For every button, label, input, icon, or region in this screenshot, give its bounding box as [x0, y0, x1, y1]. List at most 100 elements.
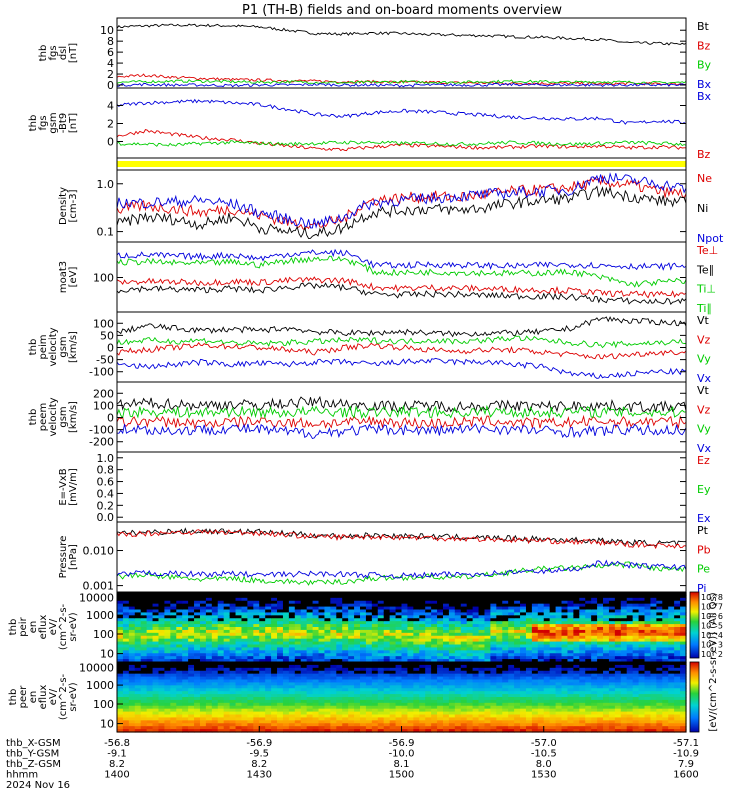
spectrogram-cell — [247, 650, 254, 654]
spectrogram-cell — [597, 653, 604, 657]
spectrogram-cell — [466, 688, 474, 692]
spectrogram-cell — [134, 609, 142, 614]
spectrogram-cell — [419, 676, 426, 681]
spectrogram-cell — [448, 685, 456, 689]
spectrogram-cell — [614, 650, 622, 654]
spectrogram-cell — [579, 711, 586, 716]
spectrogram-cell — [448, 729, 456, 733]
spectrogram-cell — [259, 717, 266, 721]
spectrogram-cell — [312, 667, 320, 672]
spectrogram-cell — [472, 609, 480, 614]
spectrogram-cell — [597, 592, 604, 596]
spectrogram-cell — [662, 688, 669, 692]
spectrogram-cell — [365, 697, 373, 701]
spectrogram-cell — [158, 653, 166, 657]
spectrogram-cell — [371, 711, 379, 716]
spectrogram-cell — [614, 685, 622, 689]
spectrogram-cell — [668, 670, 675, 675]
spectrogram-cell — [117, 641, 124, 646]
spectrogram-cell — [365, 673, 373, 678]
spectrogram-cell — [229, 714, 237, 719]
spectrogram-cell — [229, 699, 237, 704]
spectrogram-cell — [265, 676, 272, 681]
spectrogram-cell — [431, 711, 438, 716]
spectrogram-cell — [531, 606, 539, 611]
spectrogram-cell — [371, 629, 379, 634]
spectrogram-cell — [549, 609, 557, 614]
spectrogram-cell — [644, 726, 652, 730]
spectrogram-cell — [549, 717, 557, 721]
spectrogram-cell — [134, 600, 142, 605]
spectrogram-cell — [668, 592, 675, 596]
spectrogram-cell — [573, 603, 580, 608]
spectrogram-cell — [199, 647, 207, 651]
spectrogram-cell — [454, 723, 462, 727]
spectrogram-cell — [543, 720, 551, 724]
spectrogram-cell — [454, 662, 462, 666]
spectrogram-cell — [223, 632, 231, 637]
spectrogram-cell — [543, 650, 551, 654]
spectrogram-cell — [478, 720, 486, 724]
spectrogram-cell — [336, 694, 343, 698]
spectrogram-cell — [419, 594, 426, 599]
spectrogram-cell — [668, 594, 675, 599]
spectrogram-cell — [543, 627, 551, 631]
spectrogram-cell — [188, 609, 195, 614]
spectrogram-cell — [211, 641, 219, 646]
spectrogram-cell — [229, 697, 237, 701]
spectrogram-cell — [573, 592, 580, 596]
spectrogram-cell — [164, 624, 171, 628]
spectrogram-cell — [597, 685, 604, 689]
spectrogram-cell — [205, 638, 213, 643]
y-tick-label: 2 — [107, 118, 114, 131]
spectrogram-cell — [508, 603, 515, 608]
spectrogram-cell — [555, 667, 563, 672]
spectrogram-cell — [585, 638, 592, 643]
spectrogram-cell — [466, 717, 474, 721]
spectrogram-cell — [158, 688, 166, 692]
spectrogram-cell — [555, 711, 563, 716]
spectrogram-cell — [632, 621, 640, 625]
spectrogram-cell — [265, 612, 272, 616]
spectrogram-cell — [638, 606, 646, 611]
spectrogram-cell — [140, 606, 148, 611]
spectrogram-cell — [644, 720, 652, 724]
spectrogram-cell — [632, 653, 640, 657]
spectrogram-cell — [490, 659, 497, 663]
spectrogram-cell — [579, 688, 586, 692]
spectrogram-cell — [300, 691, 308, 695]
spectrogram-cell — [591, 714, 598, 719]
spectrogram-cell — [330, 691, 337, 695]
spectrogram-cell — [229, 612, 237, 616]
spectrogram-cell — [265, 659, 272, 663]
spectrogram-cell — [211, 676, 219, 681]
spectrogram-cell — [158, 673, 166, 678]
spectrogram-cell — [484, 656, 492, 660]
spectrogram-cell — [389, 702, 397, 707]
spectrogram-cell — [537, 667, 545, 672]
spectrogram-cell — [431, 650, 438, 654]
spectrogram-cell — [448, 720, 456, 724]
x-tick-label: -10.9 — [673, 749, 699, 760]
spectrogram-cell — [608, 682, 616, 686]
colorbar-tick-label: 10^8 — [701, 593, 723, 602]
spectrogram-cell — [259, 705, 266, 710]
panel-frame — [116, 169, 687, 243]
spectrogram-cell — [496, 600, 503, 605]
spectrogram-cell — [194, 659, 201, 663]
spectrogram-cell — [117, 594, 124, 599]
spectrogram-cell — [312, 603, 320, 608]
spectrogram-cell — [117, 612, 124, 616]
spectrogram-cell — [122, 694, 130, 698]
spectrogram-cell — [603, 714, 610, 719]
spectrogram-cell — [537, 702, 545, 707]
spectrogram-cell — [674, 606, 681, 611]
spectrogram-cell — [235, 670, 243, 675]
spectrogram-cell — [247, 694, 254, 698]
spectrogram-cell — [360, 676, 367, 681]
spectrogram-cell — [620, 621, 628, 625]
spectrogram-cell — [603, 638, 610, 643]
spectrogram-cell — [348, 592, 355, 596]
spectrogram-cell — [312, 600, 320, 605]
spectrogram-cell — [608, 662, 616, 666]
